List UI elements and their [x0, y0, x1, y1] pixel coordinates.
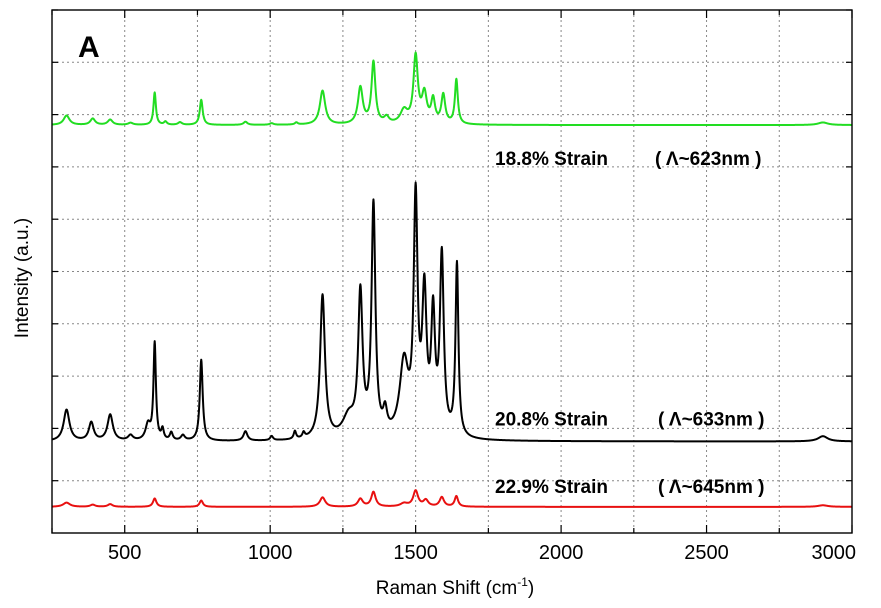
series-wavelength-3: ( Λ~645nm ): [658, 477, 764, 498]
panel-label: A: [78, 31, 100, 64]
annotation-layer: 18.8% Strain ( Λ~623nm ) 20.8% Strain ( Λ~6…: [495, 149, 764, 498]
x-tick-label: 2000: [539, 542, 584, 564]
series-label-3: 22.9% Strain: [495, 477, 608, 498]
y-axis-title: Intensity (a.u.): [12, 218, 33, 338]
series-wavelength-2: ( Λ~633nm ): [658, 409, 764, 430]
series-wavelength-1: ( Λ~623nm ): [655, 149, 761, 170]
x-tick-label: 500: [108, 542, 141, 564]
x-tick-label: 1500: [393, 542, 438, 564]
series-label-2: 20.8% Strain: [495, 409, 608, 430]
series-line-3: [51, 489, 853, 508]
tick-layer: 500 1000 1500 2000 2500 3000: [51, 9, 857, 564]
x-axis-title: Raman Shift (cm-1): [376, 575, 534, 599]
x-axis-title-superscript: -1: [517, 575, 528, 589]
series-line-1: [51, 51, 853, 127]
x-tick-label: 2500: [684, 542, 729, 564]
x-axis-title-suffix: ): [528, 578, 534, 599]
x-tick-label: 1000: [248, 542, 293, 564]
x-tick-label: 3000: [812, 542, 857, 564]
x-axis-title-main: Raman Shift (cm: [376, 578, 517, 599]
series-label-1: 18.8% Strain: [495, 149, 608, 170]
series-line-2: [51, 181, 853, 443]
series-layer: [51, 51, 853, 508]
